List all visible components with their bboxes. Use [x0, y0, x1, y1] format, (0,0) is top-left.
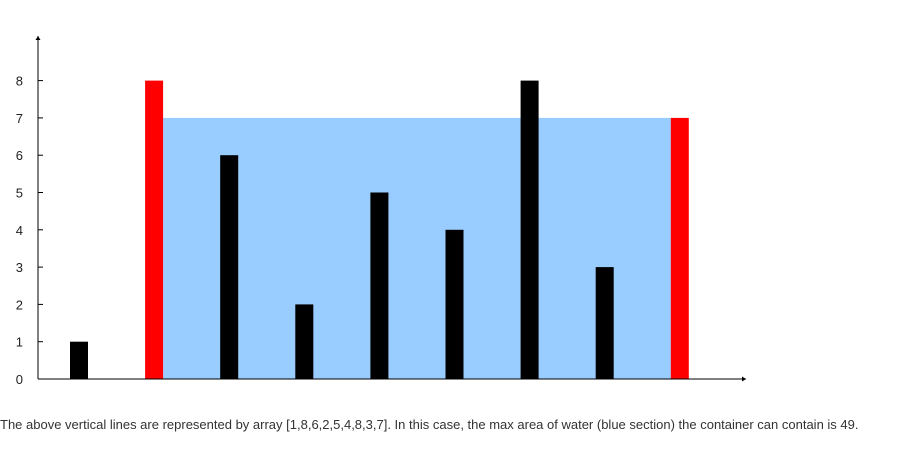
container-wall-bar — [670, 117, 689, 380]
x-axis-arrow — [742, 376, 746, 382]
y-tick-label: 5 — [16, 186, 23, 201]
container-wall-bar — [145, 80, 164, 379]
height-bar — [370, 192, 389, 379]
y-tick-label: 1 — [16, 335, 23, 350]
height-bar — [445, 229, 464, 379]
container-water-chart: 0 1 2 3 4 5 6 7 8 — [16, 36, 746, 387]
height-bar — [295, 304, 314, 379]
y-tick-label: 4 — [16, 223, 23, 238]
y-tick-label: 3 — [16, 260, 23, 275]
axes-layer — [35, 36, 746, 382]
height-bar — [520, 80, 539, 379]
water-area — [163, 117, 671, 380]
bars-layer — [70, 80, 689, 380]
height-bar — [70, 341, 88, 379]
y-ticks-layer: 0 1 2 3 4 5 6 7 8 — [16, 74, 43, 387]
y-tick-label: 2 — [16, 297, 23, 312]
y-axis-arrow — [35, 36, 41, 40]
water-area-layer — [163, 117, 671, 380]
y-tick-label: 7 — [16, 111, 23, 126]
chart-caption: The above vertical lines are represented… — [0, 414, 890, 435]
y-tick-label: 0 — [16, 372, 23, 387]
y-tick-label: 6 — [16, 148, 23, 163]
y-tick-label: 8 — [16, 74, 23, 89]
height-bar — [220, 155, 239, 379]
height-bar — [595, 267, 614, 379]
caption-text: The above vertical lines are represented… — [0, 417, 859, 432]
